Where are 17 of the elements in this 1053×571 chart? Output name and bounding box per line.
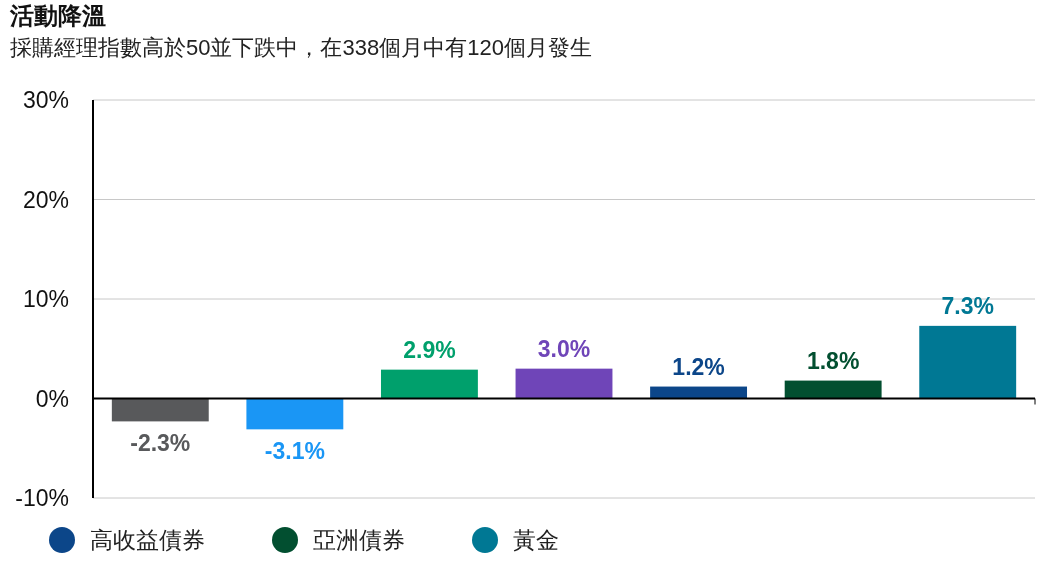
- y-tick-label: 20%: [22, 186, 69, 213]
- text: -2.3%: [130, 430, 191, 457]
- chart-subtitle: 採購經理指數高於50並下跌中，在338個月中有120個月發生: [10, 35, 592, 60]
- y-tick-label: -10%: [15, 485, 69, 511]
- text: 1.8%: [806, 347, 860, 374]
- y-tick-label: 0%: [35, 385, 69, 412]
- y-tick-label: 30%: [22, 87, 69, 113]
- text: 7.3%: [941, 292, 994, 319]
- chart-title: 活動降溫: [9, 2, 106, 29]
- text: 1.2%: [672, 353, 725, 380]
- text: -3.1%: [264, 438, 325, 465]
- legend-label: 亞洲債券: [313, 527, 405, 553]
- legend-label: 黃金: [513, 527, 559, 553]
- text: 2.9%: [403, 336, 456, 363]
- legend-label: 高收益債券: [90, 527, 205, 553]
- y-tick-label: 10%: [22, 286, 69, 312]
- text: 3.0%: [537, 335, 591, 362]
